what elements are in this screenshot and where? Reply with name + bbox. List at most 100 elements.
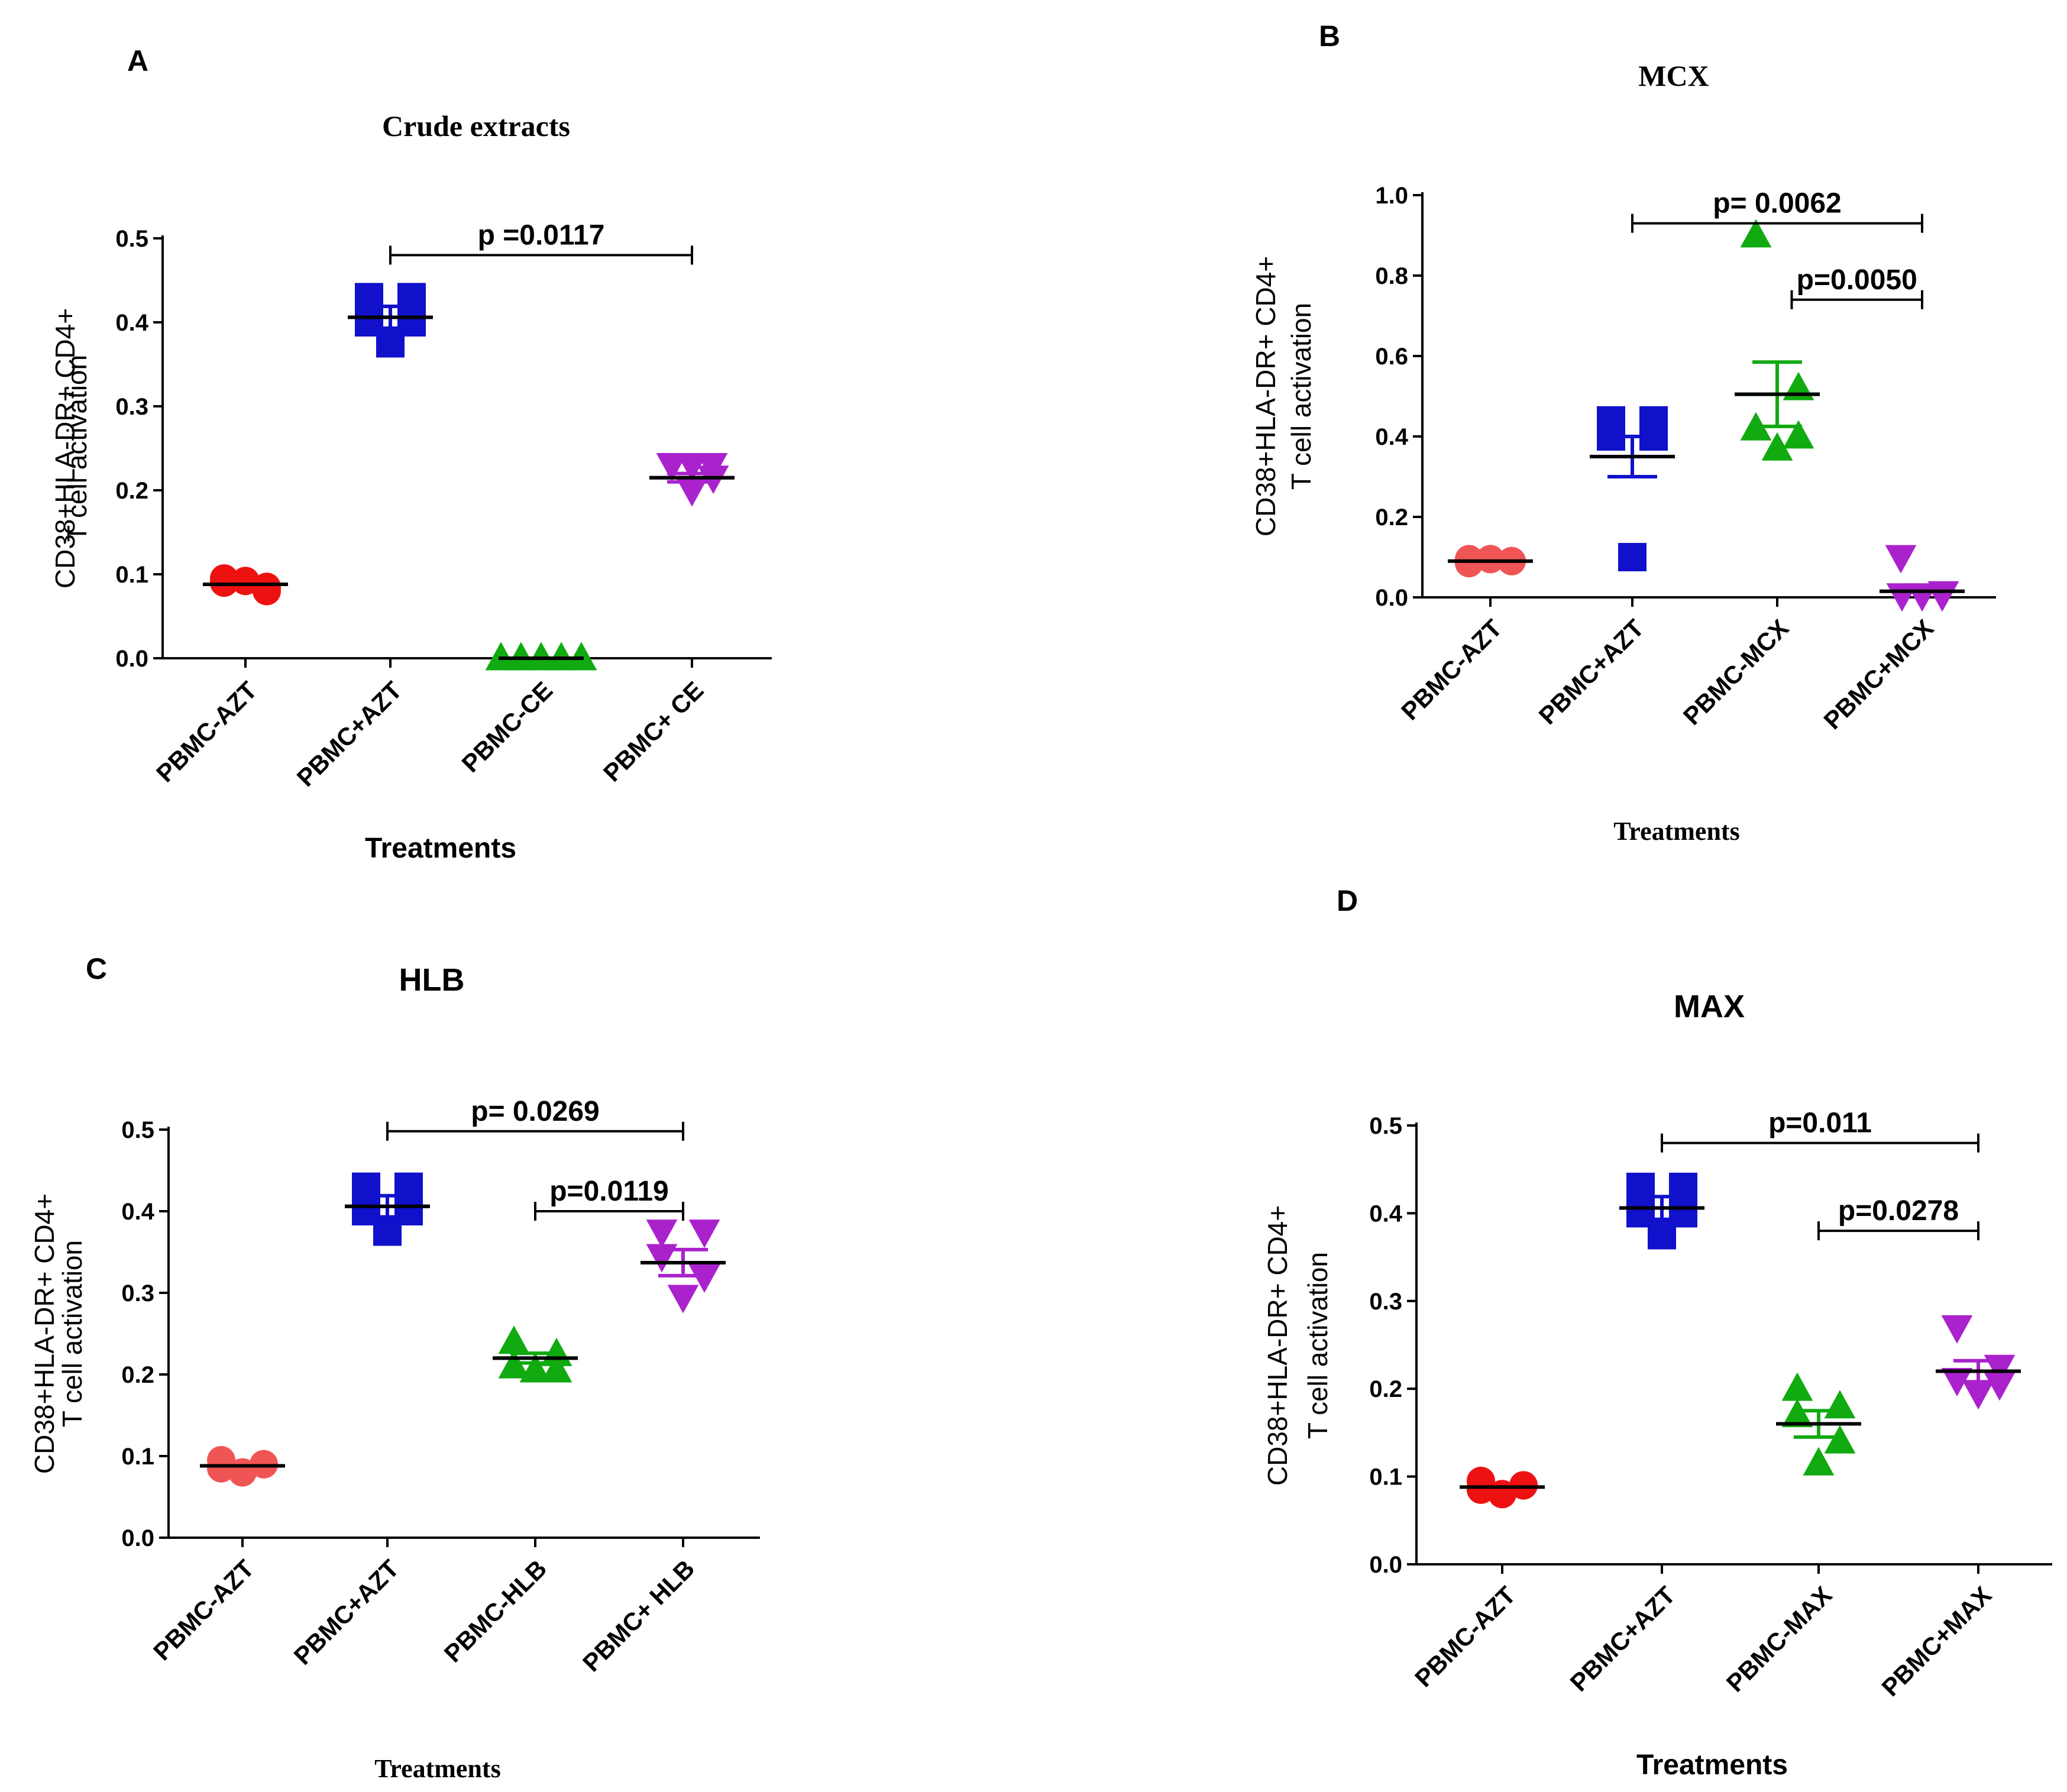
significance-bracket: p=0.0119 (534, 1176, 684, 1221)
data-point (1962, 1381, 1994, 1410)
data-point (376, 329, 405, 358)
data-point (1476, 545, 1505, 574)
y-tick-label: 0.4 (1375, 424, 1408, 450)
p-value-label: p=0.0278 (1838, 1195, 1959, 1227)
data-point (545, 642, 577, 671)
data-point (1761, 432, 1793, 461)
x-tick-label: PBMC-AZT (1396, 614, 1508, 726)
chart-panel-a: A Crude extracts 0.0 0.1 0.2 0.3 0.4 0.5 CD38+HL… (50, 44, 772, 864)
data-point (1488, 1480, 1516, 1509)
data-point (565, 642, 597, 671)
panel-letter: D (1337, 884, 1358, 917)
data-point (505, 642, 537, 671)
series-2 (493, 1325, 578, 1383)
data-point (676, 478, 708, 507)
data-point (676, 453, 708, 481)
series-3 (649, 453, 735, 507)
y-tick-label: 0.0 (1375, 585, 1408, 611)
data-point (667, 1285, 699, 1314)
series-3 (641, 1220, 726, 1314)
y-tick-label: 0.3 (121, 1280, 154, 1306)
series-0 (1460, 1467, 1545, 1509)
x-tick-label: PBMC-HLB (439, 1554, 552, 1668)
x-tick-label: PBMC+AZT (1565, 1581, 1681, 1697)
data-point (1803, 1447, 1835, 1476)
x-tick-label: PBMC+MCX (1818, 614, 1939, 735)
data-point (656, 453, 688, 481)
significance-bracket: p =0.0117 (389, 219, 693, 265)
series-2 (485, 642, 597, 671)
data-point (688, 1220, 720, 1248)
x-tick-label: PBMC+ HLB (577, 1554, 700, 1677)
data-point (525, 642, 557, 671)
series-2 (1776, 1372, 1861, 1476)
y-tick-label: 0.6 (1375, 344, 1408, 370)
y-tick-label: 0.3 (115, 394, 148, 420)
p-value-label: p =0.0117 (478, 219, 605, 251)
chart-title: MAX (1674, 989, 1745, 1024)
y-tick-label: 0.4 (1369, 1201, 1402, 1227)
y-tick-label: 0.5 (1369, 1113, 1402, 1139)
y-axis-label-line: T cell activation (62, 355, 92, 542)
y-axis-label-line: CD38+HLA-DR+ CD4+ (1262, 1205, 1293, 1486)
data-point (1740, 219, 1772, 248)
data-point (541, 1354, 572, 1383)
y-tick-label: 1.0 (1375, 183, 1408, 209)
x-axis-label: Treatments (1613, 817, 1739, 846)
x-tick-label: PBMC-AZT (151, 676, 263, 788)
data-point (519, 1354, 551, 1383)
y-tick-label: 0.8 (1375, 263, 1408, 289)
x-axis-label: Treatments (374, 1754, 500, 1783)
series-3 (1880, 545, 1965, 612)
chart-panel-d: D MAX 0.0 0.1 0.2 0.3 0.4 0.5 CD38+HLA-DR+ CD4+ T… (1262, 884, 2052, 1781)
series-3 (1936, 1315, 2021, 1410)
y-tick-label: 0.2 (115, 478, 148, 504)
data-point (1467, 1475, 1495, 1504)
data-point (1824, 1425, 1856, 1454)
data-point (228, 1458, 257, 1487)
data-point (207, 1454, 235, 1483)
y-tick-label: 0.4 (121, 1199, 154, 1225)
data-point (1783, 420, 1814, 449)
x-tick-label: PBMC-AZT (1409, 1581, 1521, 1693)
x-axis-label: Treatments (1636, 1749, 1788, 1781)
chart-title: HLB (399, 962, 465, 998)
x-tick-label: PBMC-MAX (1721, 1581, 1838, 1697)
series-1 (1590, 406, 1675, 571)
significance-bracket: p=0.0050 (1790, 264, 1923, 309)
y-axis-label-line: T cell activation (1302, 1252, 1333, 1439)
y-tick-label: 0.1 (1369, 1464, 1402, 1490)
series-0 (1448, 545, 1533, 578)
y-axis-label-line: T cell activation (1286, 303, 1316, 490)
y-axis-label-line: CD38+HLA-DR+ CD4+ (50, 308, 80, 588)
y-axis-label-line: CD38+HLA-DR+ CD4+ (1250, 256, 1281, 536)
series-0 (200, 1445, 285, 1487)
y-tick-label: 0.0 (121, 1525, 154, 1551)
series-1 (345, 1172, 430, 1246)
x-tick-label: PBMC-AZT (148, 1554, 260, 1666)
x-tick-label: PBMC+ CE (598, 676, 709, 787)
y-tick-label: 0.3 (1369, 1289, 1402, 1315)
data-point (1781, 1399, 1813, 1428)
p-value-label: p=0.011 (1768, 1108, 1872, 1139)
y-axis-label: CD38+HLA-DR+ CD4+ (29, 1193, 60, 1474)
y-axis-label-2: T cell activation (1302, 1252, 1333, 1439)
x-axis-label: Treatments (365, 833, 516, 864)
x-tick-label: PBMC+AZT (1534, 614, 1649, 730)
data-point (646, 1220, 678, 1248)
x-tick-label: PBMC+MAX (1876, 1581, 1997, 1702)
data-point (373, 1217, 402, 1246)
y-axis-label: CD38+HLA-DR+ CD4+ (50, 308, 80, 588)
p-value-label: p= 0.0062 (1713, 188, 1842, 219)
y-tick-label: 0.2 (121, 1362, 154, 1388)
chart-title: Crude extracts (382, 109, 570, 143)
y-axis-label-2: T cell activation (57, 1240, 88, 1427)
data-point (231, 567, 260, 596)
y-tick-label: 0.0 (1369, 1552, 1402, 1578)
data-point (688, 1264, 720, 1293)
p-value-label: p= 0.0269 (471, 1096, 600, 1127)
series-1 (348, 283, 433, 358)
